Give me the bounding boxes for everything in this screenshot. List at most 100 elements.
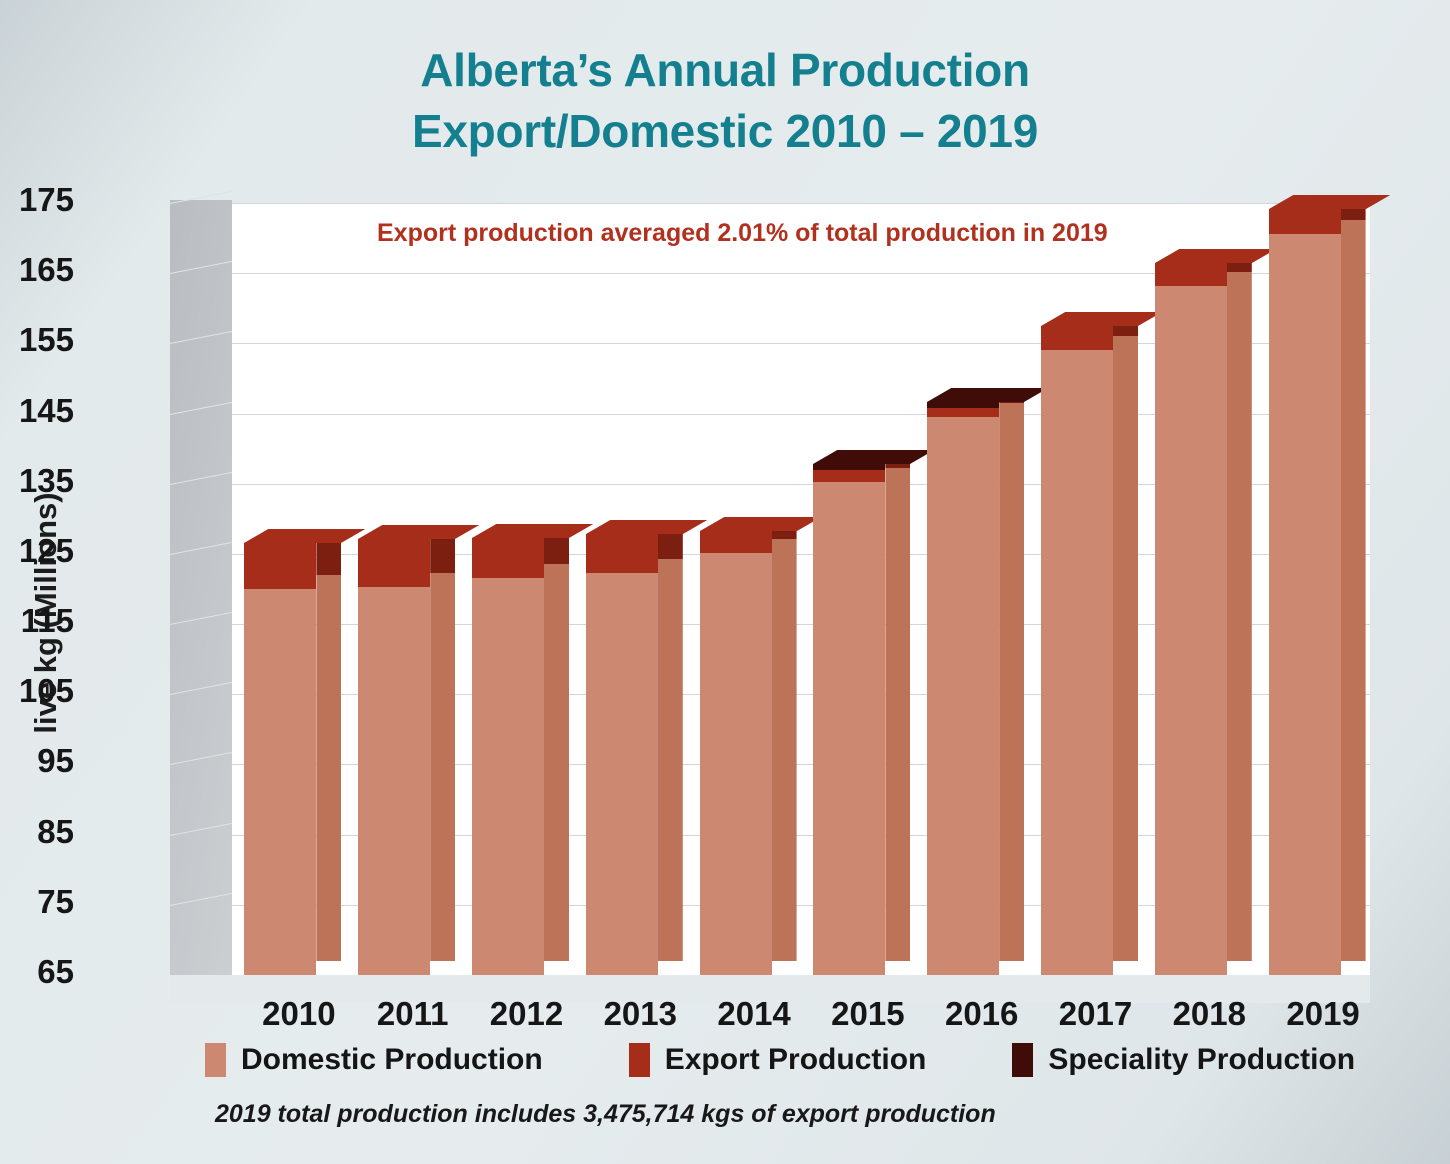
bar-segment-domestic xyxy=(585,572,658,975)
bar-side-domestic xyxy=(771,538,797,961)
x-tick-label-2011: 2011 xyxy=(376,995,449,1032)
bar-side-domestic xyxy=(999,403,1025,961)
x-tick-label-2012: 2012 xyxy=(489,995,564,1032)
wall-gridline xyxy=(169,260,233,275)
wall-gridline xyxy=(169,190,233,204)
y-tick-label: 75 xyxy=(37,882,74,920)
bar-side-domestic xyxy=(1340,219,1366,961)
legend-item-2[interactable]: Speciality Production xyxy=(1012,1043,1355,1077)
bar-column-2010[interactable] xyxy=(244,529,366,975)
y-tick-label: 135 xyxy=(18,461,74,499)
bar-top-face xyxy=(244,529,366,544)
wall-gridline xyxy=(169,471,233,485)
y-tick-label: 125 xyxy=(18,531,74,569)
x-tick-label-2019: 2019 xyxy=(1286,995,1360,1032)
bar-side-face xyxy=(430,525,456,961)
legend-item-1[interactable]: Export Production xyxy=(628,1043,927,1077)
y-tick-label: 95 xyxy=(37,742,74,780)
bar-side-face xyxy=(999,387,1025,961)
wall-gridline xyxy=(169,541,233,555)
x-tick-label-2015: 2015 xyxy=(831,995,905,1032)
bar-column-2015[interactable] xyxy=(813,450,935,975)
y-tick-label: 145 xyxy=(18,391,74,429)
bar-side-face xyxy=(1226,248,1252,961)
bar-front-face xyxy=(1154,262,1227,975)
gridline xyxy=(232,904,1370,906)
bar-side-face xyxy=(1340,195,1366,961)
bar-segment-speciality xyxy=(927,401,1000,408)
y-tick-label: 175 xyxy=(18,181,74,218)
legend-item-0[interactable]: Domestic Production xyxy=(205,1043,543,1077)
chart-annotation: Export production averaged 2.01% of tota… xyxy=(377,219,1108,247)
bar-side-domestic xyxy=(1113,336,1138,961)
bar-column-2011[interactable] xyxy=(358,525,480,975)
y-tick-label: 155 xyxy=(18,321,74,359)
x-tick-label-2018: 2018 xyxy=(1172,995,1246,1032)
chart-title: Alberta’s Annual Production Export/Domes… xyxy=(0,40,1450,161)
wall-gridline xyxy=(169,822,233,836)
bar-front-face xyxy=(472,537,544,975)
gridline xyxy=(232,483,1370,485)
bar-side-domestic xyxy=(885,467,911,961)
legend: Domestic Production Export Production Spec… xyxy=(205,1043,1441,1077)
bar-segment-export xyxy=(699,530,772,553)
bar-segment-domestic xyxy=(1154,285,1227,975)
bar-side-domestic xyxy=(657,558,683,961)
bar-segment-domestic xyxy=(244,589,317,975)
bar-segment-domestic xyxy=(813,481,886,975)
x-tick-label-2010: 2010 xyxy=(262,995,336,1032)
bar-column-2014[interactable] xyxy=(699,516,821,975)
legend-label: Export Production xyxy=(664,1043,927,1076)
wall-gridline xyxy=(169,331,233,345)
wall-gridline xyxy=(169,682,233,696)
x-tick-label-2016: 2016 xyxy=(944,995,1019,1032)
bar-column-2018[interactable] xyxy=(1154,248,1277,975)
wall-gridline xyxy=(169,611,233,626)
bar-side-face xyxy=(316,529,342,961)
bar-side-domestic xyxy=(430,572,456,961)
bar-segment-domestic xyxy=(699,552,772,975)
bar-column-2016[interactable] xyxy=(927,387,1049,975)
gridline xyxy=(232,834,1370,836)
gridline xyxy=(232,694,1370,696)
footnote: 2019 total production includes 3,475,714… xyxy=(215,1100,996,1128)
x-tick-label-2014: 2014 xyxy=(717,995,791,1032)
bar-front-face xyxy=(813,464,886,975)
bar-segment-export xyxy=(585,533,658,573)
plot-wrap: Export production averaged 2.01% of tota… xyxy=(19,181,1390,1032)
gridline xyxy=(232,273,1370,275)
bar-front-face xyxy=(358,539,431,975)
bar-column-2017[interactable] xyxy=(1041,311,1163,975)
legend-swatch-icon xyxy=(1012,1043,1034,1077)
bar-segment-export xyxy=(1041,325,1113,351)
bar-column-2013[interactable] xyxy=(585,519,708,975)
bar-top-face xyxy=(699,516,821,531)
bar-column-2012[interactable] xyxy=(472,523,594,975)
x-tick-label-2017: 2017 xyxy=(1058,995,1133,1032)
bar-front-face xyxy=(1268,209,1341,975)
legend-swatch-icon xyxy=(628,1043,650,1077)
bar-side-face xyxy=(885,450,911,961)
bar-top-face xyxy=(472,523,594,538)
legend-swatch-icon xyxy=(205,1043,226,1077)
chart-title-line-1: Alberta’s Annual Production xyxy=(420,44,1030,96)
bar-top-face xyxy=(1041,311,1163,326)
bar-column-2019[interactable] xyxy=(1268,195,1390,975)
bar-side-domestic xyxy=(544,564,569,961)
bar-segment-domestic xyxy=(1041,350,1113,975)
y-tick-label: 165 xyxy=(18,251,74,289)
bar-side-face xyxy=(1113,311,1138,961)
gridline xyxy=(232,553,1370,555)
axis-side-wall xyxy=(169,190,233,982)
legend-label: Speciality Production xyxy=(1048,1043,1356,1076)
bar-top-face xyxy=(813,450,935,465)
bar-front-face xyxy=(585,533,658,975)
bar-segment-export xyxy=(1154,262,1227,286)
bar-side-domestic xyxy=(1226,271,1252,961)
bar-segment-domestic xyxy=(927,417,1000,975)
bar-segment-export xyxy=(244,543,317,589)
y-tick-label: 85 xyxy=(37,812,74,850)
bar-side-face xyxy=(544,523,569,961)
bar-segment-export xyxy=(358,539,431,587)
